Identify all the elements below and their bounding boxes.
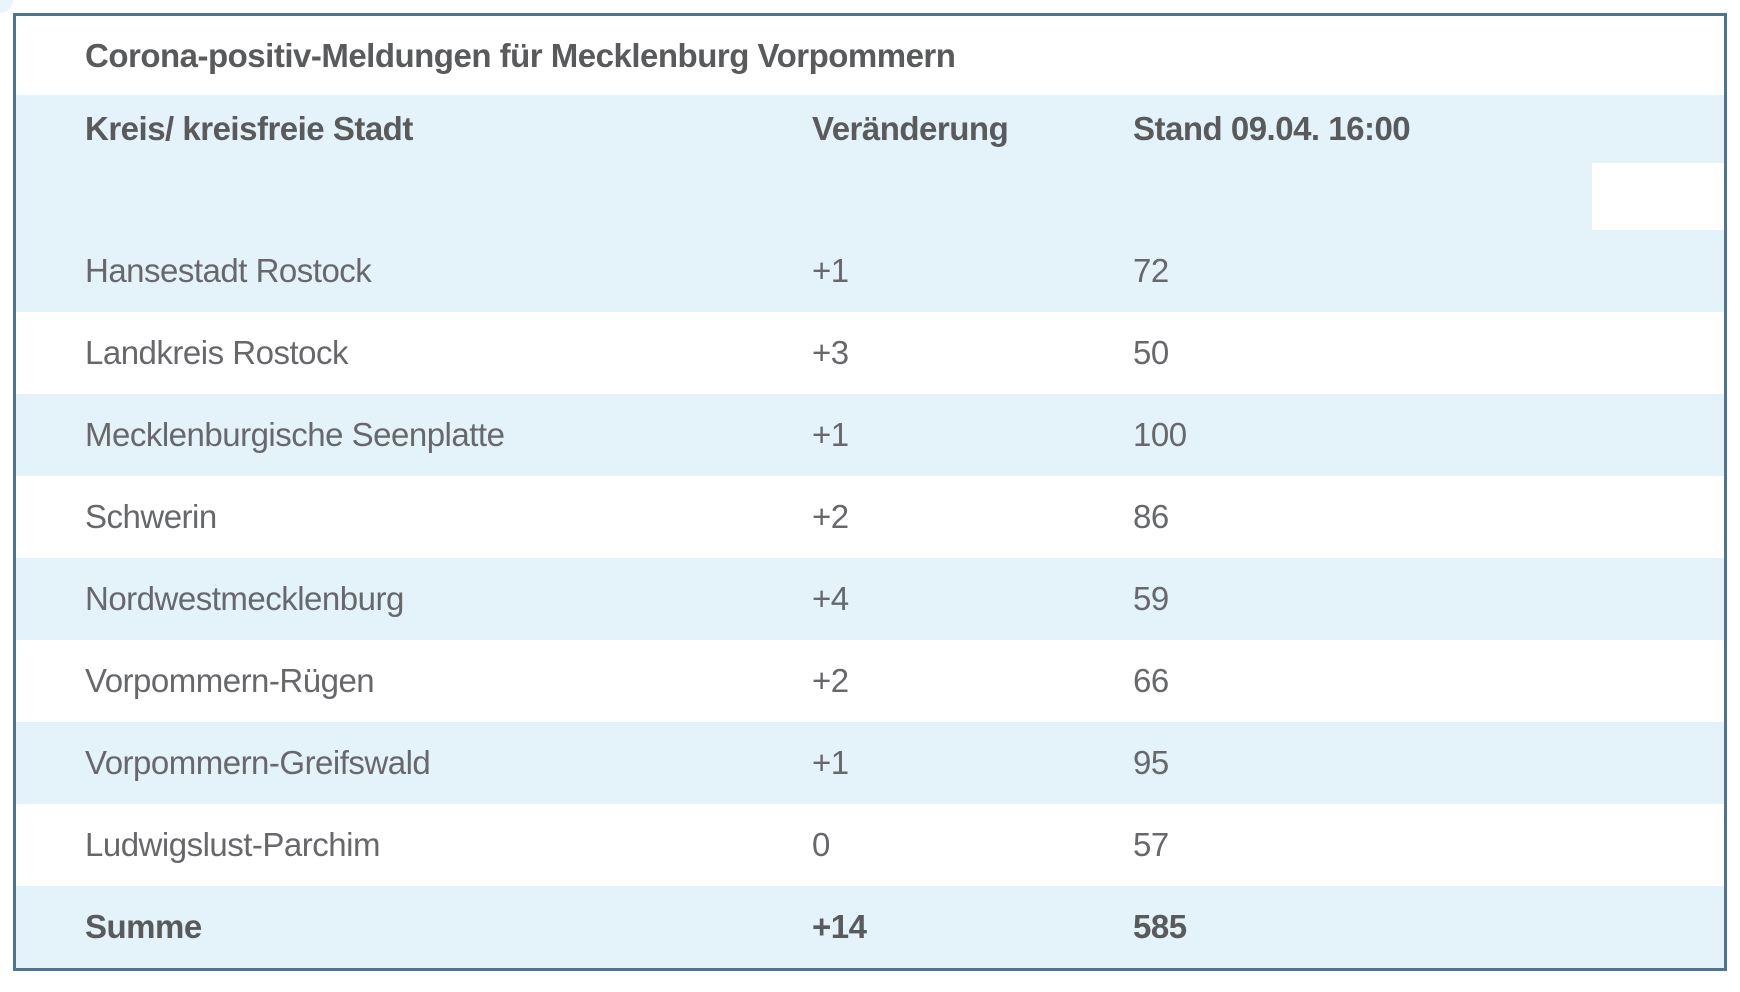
region-label: Vorpommern-Greifswald [85, 744, 431, 781]
table-row: Ludwigslust-Parchim 0 57 [16, 804, 1724, 886]
change-value: +4 [812, 580, 849, 617]
background-corner-artifact [0, 0, 13, 13]
change-value: +1 [812, 416, 849, 453]
region-label: Vorpommern-Rügen [85, 662, 375, 699]
count-value: 57 [1133, 826, 1169, 863]
count-value: 72 [1133, 252, 1169, 289]
table-row: Mecklenburgische Seenplatte +1 100 [16, 394, 1724, 476]
header-spacer-row [16, 163, 1724, 231]
table-header-row: Kreis/ kreisfreie Stadt Veränderung Stan… [16, 95, 1724, 164]
table-row: Hansestadt Rostock +1 72 [16, 230, 1724, 312]
column-header-change: Veränderung [812, 110, 1009, 148]
region-label: Schwerin [85, 498, 217, 535]
change-value: +3 [812, 334, 849, 371]
table-row: Nordwestmecklenburg +4 59 [16, 558, 1724, 640]
change-value: +1 [812, 744, 849, 781]
table-row: Vorpommern-Rügen +2 66 [16, 640, 1724, 722]
region-label: Mecklenburgische Seenplatte [85, 416, 505, 453]
table-total-row: Summe +14 585 [16, 886, 1724, 968]
count-value: 66 [1133, 662, 1169, 699]
table-title-row: Corona-positiv-Meldungen für Mecklenburg… [16, 16, 1724, 96]
region-label: Ludwigslust-Parchim [85, 826, 380, 863]
region-label: Landkreis Rostock [85, 334, 348, 371]
empty-header-cell [1592, 163, 1724, 231]
region-label: Hansestadt Rostock [85, 252, 372, 289]
total-count-value: 585 [1133, 908, 1187, 945]
change-value: +1 [812, 252, 849, 289]
count-value: 86 [1133, 498, 1169, 535]
count-value: 100 [1133, 416, 1187, 453]
table-row: Vorpommern-Greifswald +1 95 [16, 722, 1724, 804]
total-change-value: +14 [812, 908, 867, 945]
table-title: Corona-positiv-Meldungen für Mecklenburg… [85, 36, 956, 74]
region-label: Nordwestmecklenburg [85, 580, 404, 617]
count-value: 50 [1133, 334, 1169, 371]
change-value: +2 [812, 498, 849, 535]
count-value: 59 [1133, 580, 1169, 617]
table-row: Landkreis Rostock +3 50 [16, 312, 1724, 394]
table-row: Schwerin +2 86 [16, 476, 1724, 558]
corona-report-table: Corona-positiv-Meldungen für Mecklenburg… [13, 13, 1727, 971]
total-label: Summe [85, 908, 202, 945]
column-header-stand: Stand 09.04. 16:00 [1133, 110, 1411, 148]
change-value: +2 [812, 662, 849, 699]
count-value: 95 [1133, 744, 1169, 781]
column-header-region: Kreis/ kreisfreie Stadt [85, 110, 413, 148]
change-value: 0 [812, 826, 830, 863]
